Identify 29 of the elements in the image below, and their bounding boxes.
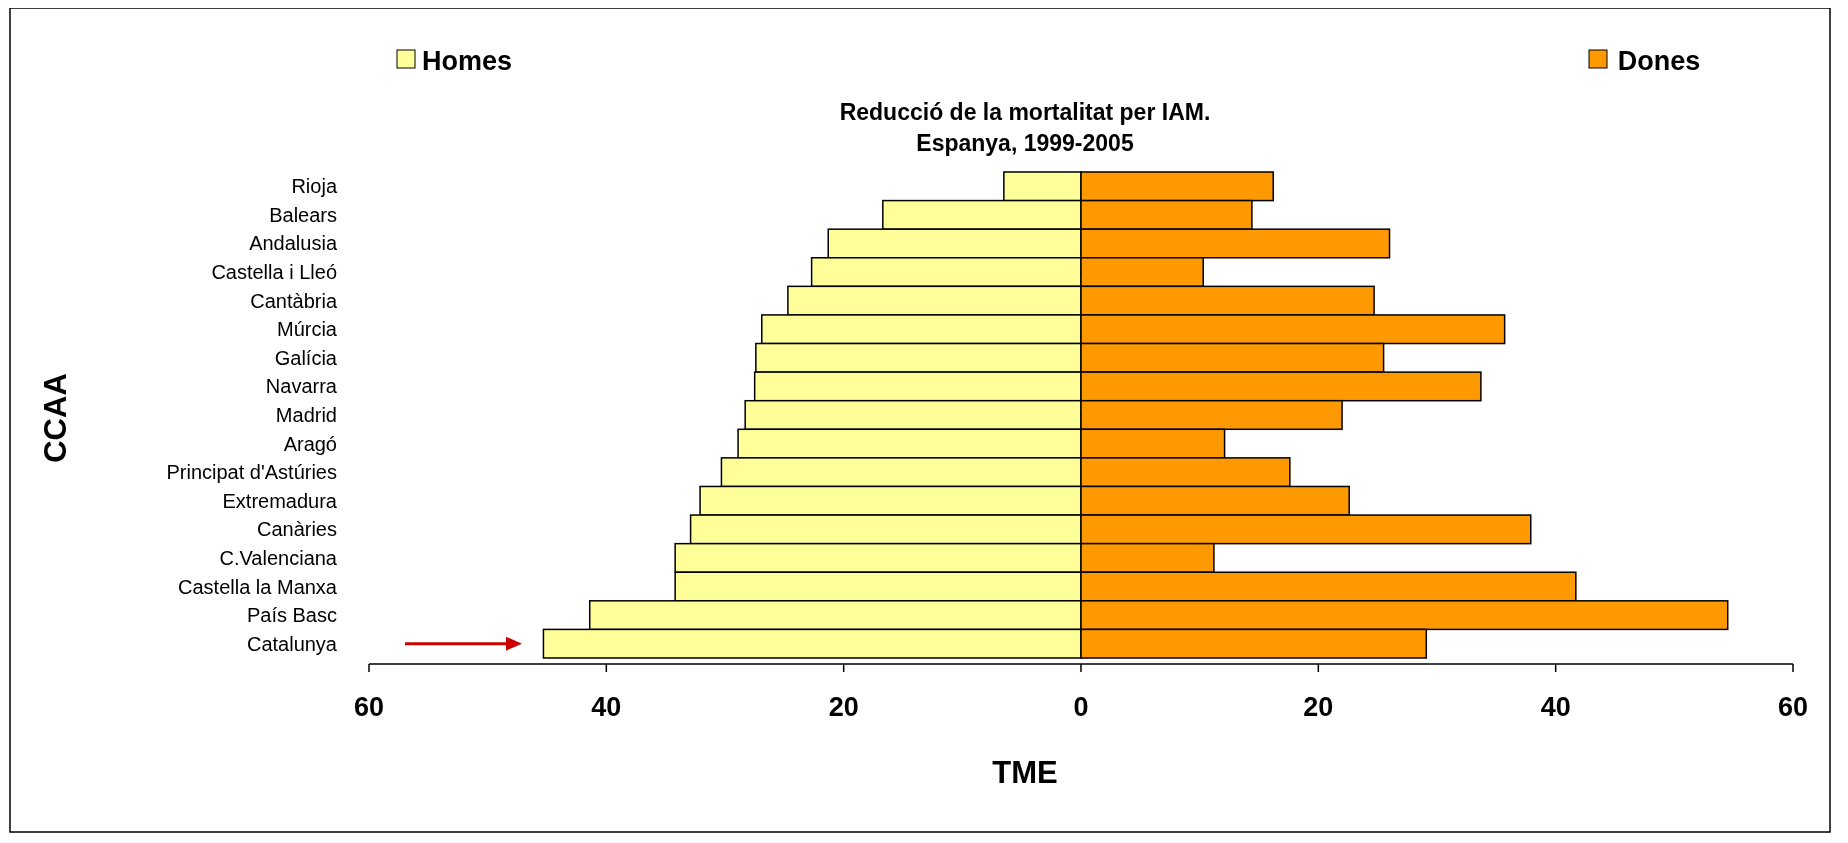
x-tick-label: 60 (353, 692, 385, 722)
x-tick-label: 40 (1540, 692, 1571, 722)
y-tick-label: Galícia (274, 346, 338, 369)
y-tick-label: Extremadura (222, 489, 338, 512)
y-tick-label: Cantàbria (250, 289, 338, 312)
legend-label: Dones (1617, 46, 1701, 76)
y-tick-label: Múrcia (276, 318, 338, 341)
y-tick-label: País Basc (246, 604, 337, 627)
y-tick-label: C.Valenciana (219, 546, 338, 569)
x-tick-label: 60 (1777, 692, 1809, 722)
y-tick-label: Castella la Manxa (178, 575, 338, 598)
y-tick-label: Balears (269, 203, 337, 226)
y-tick-label: Madrid (275, 404, 337, 426)
legend-label: Homes (421, 46, 513, 76)
y-tick-label: Rioja (291, 175, 338, 198)
y-tick-label: Navarra (265, 375, 338, 398)
x-tick-label: 20 (1303, 692, 1334, 722)
y-tick-label: Andalusia (249, 232, 338, 255)
y-axis-title: CCAA (38, 373, 73, 463)
y-tick-label: Catalunya (246, 632, 338, 655)
chart-title: Reducció de la mortalitat per IAM. Espanya, 1999-2005 (839, 99, 1211, 156)
x-tick-label: 20 (828, 692, 859, 722)
x-axis-title: TME (992, 755, 1058, 790)
y-tick-label: Castella i Lleó (211, 261, 337, 284)
x-tick-label: 40 (591, 692, 622, 722)
y-tick-label: Canàries (256, 518, 337, 541)
y-tick-label: Principat d'Astúries (166, 461, 337, 484)
y-tick-label: Aragó (283, 432, 337, 455)
x-tick-label: 0 (1073, 692, 1089, 722)
